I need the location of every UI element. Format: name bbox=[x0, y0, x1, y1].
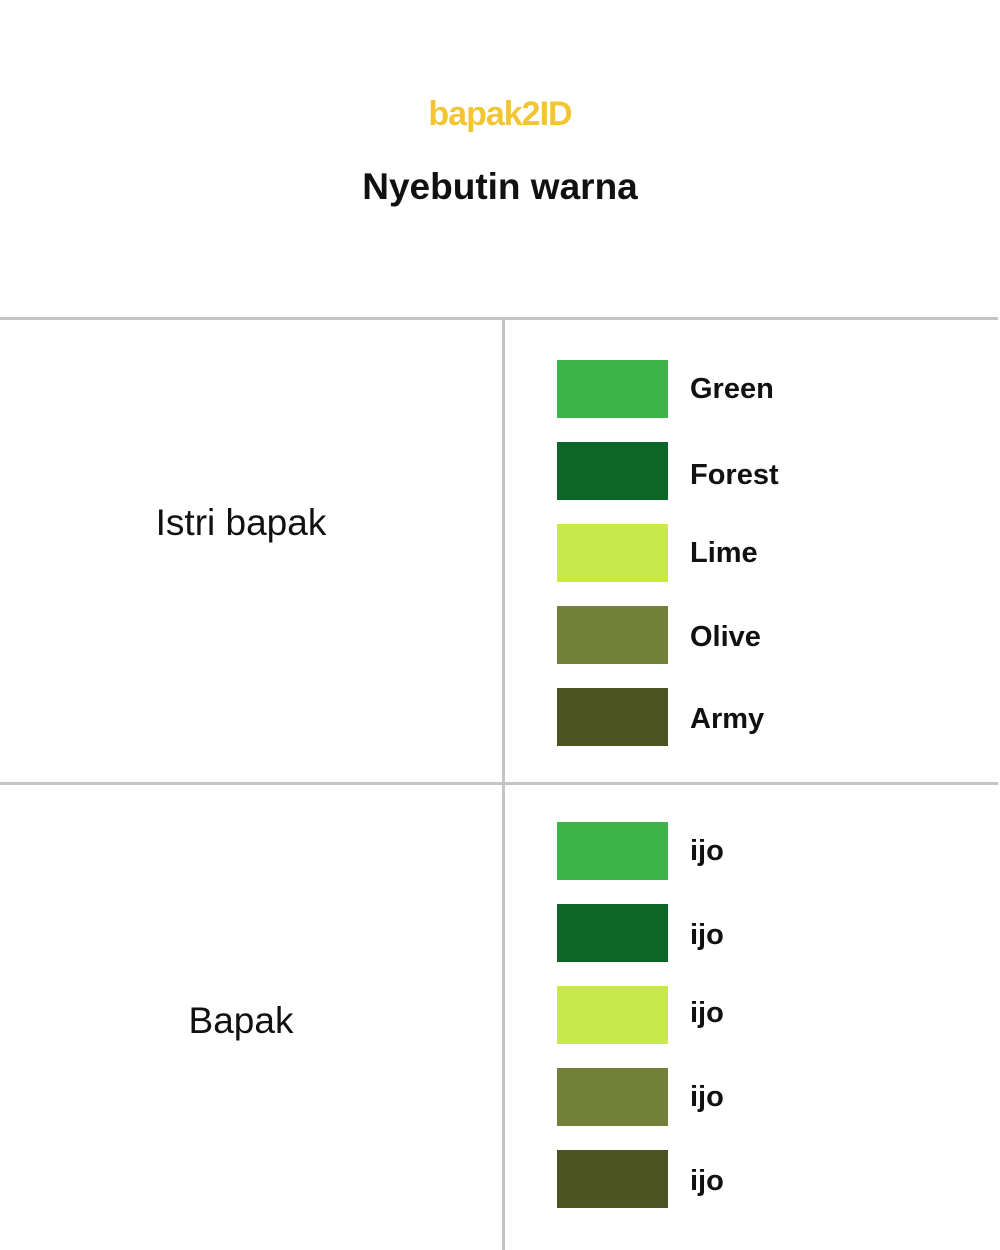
color-name: ijo bbox=[690, 1165, 724, 1197]
color-name: ijo bbox=[690, 919, 724, 951]
color-name: ijo bbox=[690, 1081, 724, 1113]
divider bbox=[0, 782, 998, 785]
color-swatch bbox=[557, 360, 668, 418]
color-swatch bbox=[557, 442, 668, 500]
page-title: Nyebutin warna bbox=[362, 166, 638, 207]
divider bbox=[0, 317, 998, 320]
divider bbox=[502, 318, 505, 1250]
color-swatch bbox=[557, 606, 668, 664]
logo: bapak2ID bbox=[428, 95, 572, 133]
row-label: Istri bapak bbox=[155, 502, 327, 543]
color-name: Forest bbox=[690, 459, 779, 491]
color-swatch bbox=[557, 524, 668, 582]
color-swatch bbox=[557, 1150, 668, 1208]
row-label: Bapak bbox=[188, 1000, 294, 1041]
color-name: Olive bbox=[690, 621, 761, 653]
color-swatch bbox=[557, 986, 668, 1044]
color-swatch bbox=[557, 1068, 668, 1126]
color-name: Green bbox=[690, 373, 774, 405]
color-name: Lime bbox=[690, 537, 758, 569]
color-swatch bbox=[557, 688, 668, 746]
color-swatch bbox=[557, 904, 668, 962]
color-swatch bbox=[557, 822, 668, 880]
color-name: ijo bbox=[690, 835, 724, 867]
color-name: ijo bbox=[690, 997, 724, 1029]
color-name: Army bbox=[690, 703, 765, 735]
